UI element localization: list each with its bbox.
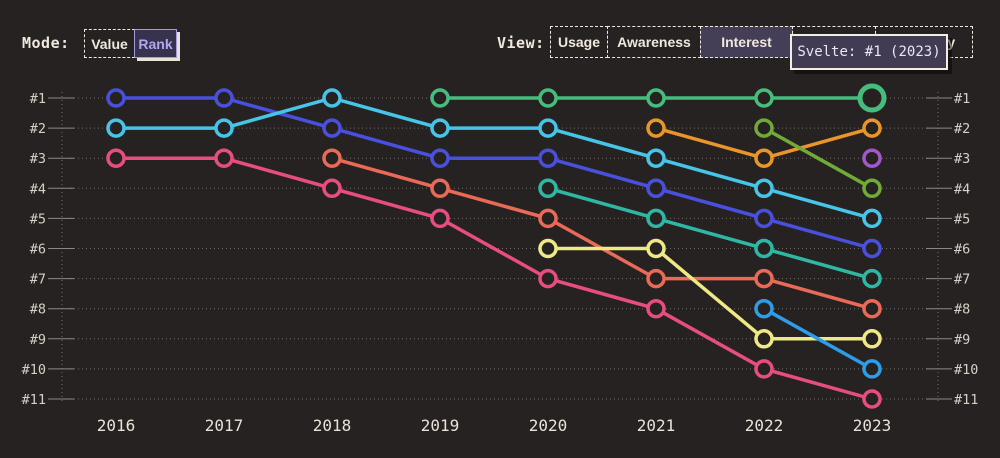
series-point-salmon-2022[interactable] <box>754 268 774 289</box>
right-rank-label-#8: #8 <box>954 302 970 318</box>
right-rank-label-#1: #1 <box>954 91 970 107</box>
series-point-amber-2023[interactable] <box>862 118 882 138</box>
right-rank-label-#11: #11 <box>954 392 978 408</box>
x-axis-label-2019: 2019 <box>421 416 460 435</box>
series-point-rose-2022[interactable] <box>754 359 774 379</box>
series-point-svelte-2022[interactable] <box>754 88 774 108</box>
series-point-cyan-2018[interactable] <box>322 88 342 108</box>
series-point-salmon-2023[interactable] <box>862 298 882 319</box>
left-rank-label-#11: #11 <box>22 392 46 408</box>
series-point-svelte-2020[interactable] <box>538 88 558 108</box>
series-point-yellow-2020[interactable] <box>538 238 558 259</box>
series-point-rose-2020[interactable] <box>538 268 558 289</box>
series-point-teal-2021[interactable] <box>646 208 666 229</box>
series-point-purple-2023[interactable] <box>862 148 882 168</box>
mode-label: Mode: <box>22 34 70 52</box>
series-point-cyan-2022[interactable] <box>754 178 774 199</box>
series-point-yellow-2021[interactable] <box>646 238 666 259</box>
series-line-rose <box>114 156 874 401</box>
series-point-cyan-2021[interactable] <box>646 148 666 168</box>
x-axis-label-2018: 2018 <box>313 416 352 435</box>
series-line-lime <box>762 126 874 191</box>
right-rank-label-#6: #6 <box>954 242 970 258</box>
series-point-indigo-2016[interactable] <box>106 88 126 108</box>
right-rank-label-#5: #5 <box>954 211 970 227</box>
x-axis-label-2016: 2016 <box>97 416 136 435</box>
mode-toggle-group: Value Rank <box>84 29 177 58</box>
series-point-rose-2021[interactable] <box>646 298 666 319</box>
series-point-rose-2019[interactable] <box>430 208 450 229</box>
series-point-salmon-2021[interactable] <box>646 268 666 289</box>
left-rank-label-#4: #4 <box>30 181 46 197</box>
x-axis-label-2022: 2022 <box>745 416 784 435</box>
series-point-sky-2022[interactable] <box>754 298 774 319</box>
series-point-yellow-2022[interactable] <box>754 329 774 349</box>
series-point-lime-2023[interactable] <box>862 178 882 199</box>
series-line-salmon <box>330 156 874 311</box>
series-point-indigo-2018[interactable] <box>322 118 342 138</box>
left-rank-label-#2: #2 <box>30 121 46 137</box>
series-line-teal <box>546 186 874 281</box>
tooltip-text: Svelte: #1 (2023) <box>797 44 941 60</box>
series-point-indigo-2021[interactable] <box>646 178 666 199</box>
series-point-cyan-2017[interactable] <box>214 118 234 138</box>
x-axis-label-2023: 2023 <box>853 416 892 435</box>
series-point-cyan-2016[interactable] <box>106 118 126 138</box>
series-point-indigo-2017[interactable] <box>214 88 234 108</box>
series-point-svelte-2023[interactable] <box>857 83 887 113</box>
series-line-indigo <box>114 96 874 251</box>
series-point-teal-2020[interactable] <box>538 178 558 199</box>
series-point-salmon-2018[interactable] <box>322 148 342 168</box>
x-axis-label-2017: 2017 <box>205 416 244 435</box>
series-point-indigo-2020[interactable] <box>538 148 558 168</box>
series-point-salmon-2020[interactable] <box>538 208 558 229</box>
series-point-rose-2016[interactable] <box>106 148 126 168</box>
series-line-cyan <box>114 96 874 221</box>
left-rank-label-#6: #6 <box>30 242 46 258</box>
series-point-rose-2017[interactable] <box>214 148 234 168</box>
series-point-amber-2022[interactable] <box>754 148 774 168</box>
series-point-cyan-2019[interactable] <box>430 118 450 138</box>
left-rank-label-#5: #5 <box>30 211 46 227</box>
x-axis-label-2020: 2020 <box>529 416 568 435</box>
series-point-rose-2023[interactable] <box>862 389 882 409</box>
left-rank-label-#1: #1 <box>30 91 46 107</box>
view-label: View: <box>497 34 545 52</box>
left-rank-label-#10: #10 <box>22 362 46 378</box>
right-rank-label-#4: #4 <box>954 181 970 197</box>
series-point-lime-2022[interactable] <box>754 118 774 138</box>
right-rank-label-#10: #10 <box>954 362 978 378</box>
right-rank-label-#9: #9 <box>954 332 970 348</box>
x-axis-label-2021: 2021 <box>637 416 676 435</box>
series-point-cyan-2023[interactable] <box>862 208 882 229</box>
series-point-indigo-2022[interactable] <box>754 208 774 229</box>
series-line-sky <box>762 306 874 371</box>
series-point-cyan-2020[interactable] <box>538 118 558 138</box>
left-rank-label-#8: #8 <box>30 302 46 318</box>
right-rank-label-#2: #2 <box>954 121 970 137</box>
right-rank-label-#7: #7 <box>954 272 970 288</box>
right-rank-label-#3: #3 <box>954 151 970 167</box>
mode-option-rank[interactable]: Rank <box>134 29 177 58</box>
series-point-rose-2018[interactable] <box>322 178 342 199</box>
series-point-indigo-2019[interactable] <box>430 148 450 168</box>
series-point-teal-2022[interactable] <box>754 238 774 259</box>
hover-tooltip: Svelte: #1 (2023) <box>790 34 948 70</box>
series-point-amber-2021[interactable] <box>646 118 666 138</box>
series-point-yellow-2023[interactable] <box>862 329 882 349</box>
series-point-salmon-2019[interactable] <box>430 178 450 199</box>
series-point-sky-2023[interactable] <box>862 359 882 379</box>
series-point-svelte-2021[interactable] <box>646 88 666 108</box>
series-point-indigo-2023[interactable] <box>862 238 882 259</box>
series-point-teal-2023[interactable] <box>862 268 882 289</box>
series-point-svelte-2019[interactable] <box>430 88 450 108</box>
left-rank-label-#9: #9 <box>30 332 46 348</box>
left-rank-label-#7: #7 <box>30 272 46 288</box>
left-rank-label-#3: #3 <box>30 151 46 167</box>
